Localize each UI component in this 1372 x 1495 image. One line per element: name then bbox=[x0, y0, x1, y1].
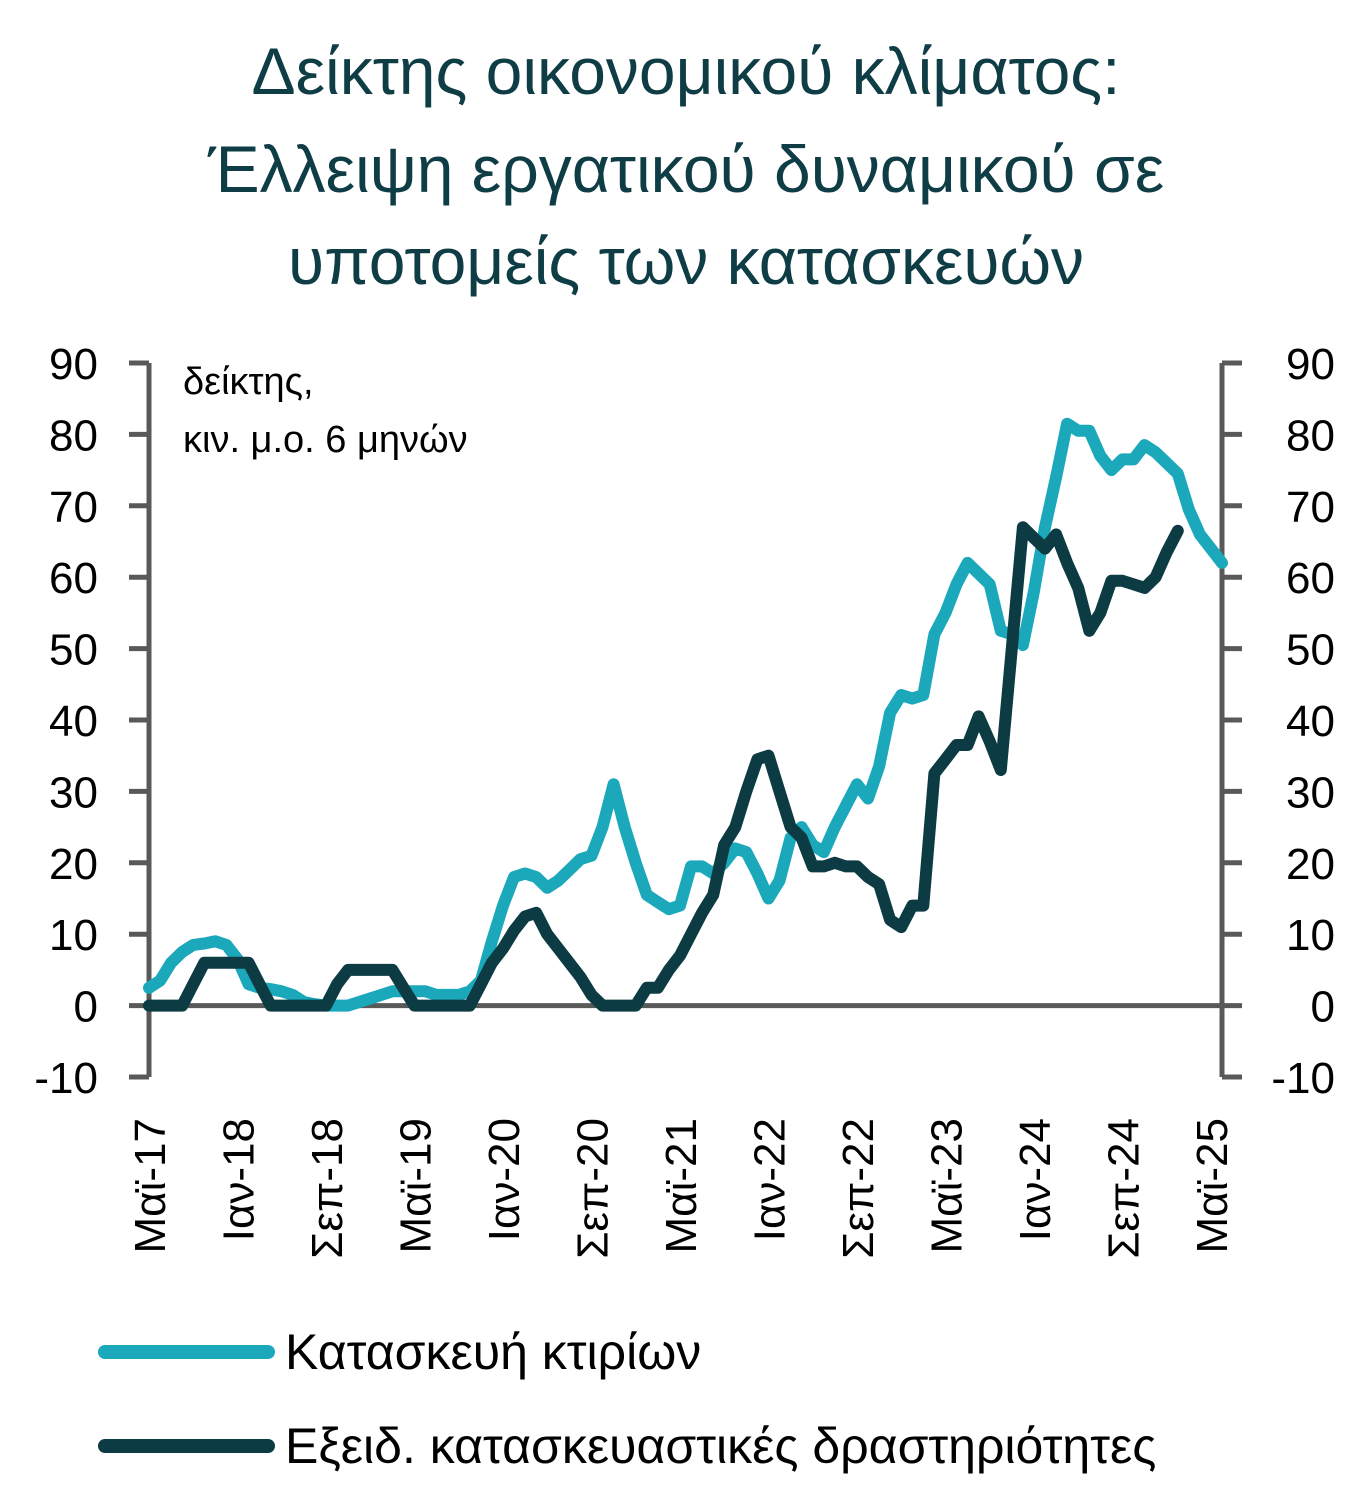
left-y-tick-label: -10 bbox=[34, 1054, 98, 1103]
series-lines bbox=[143, 417, 1228, 1012]
x-tick-label: Ιαν-22 bbox=[745, 1118, 794, 1241]
x-tick-label: Σεπ-24 bbox=[1099, 1118, 1148, 1259]
right-y-tick-label: 70 bbox=[1286, 483, 1335, 532]
chart-title-line-3: υποτομείς των κατασκευών bbox=[288, 224, 1084, 298]
left-y-tick-label: 30 bbox=[49, 768, 98, 817]
x-tick-label: Σεπ-22 bbox=[834, 1118, 883, 1259]
unit-note-line-1: δείκτης, bbox=[183, 361, 314, 403]
x-tick-label: Σεπ-20 bbox=[568, 1118, 617, 1259]
right-y-tick-label: 40 bbox=[1286, 697, 1335, 746]
x-tick-label: Ιαν-18 bbox=[214, 1118, 263, 1241]
series-line-specialized-construction bbox=[143, 521, 1184, 1012]
right-y-tick-label: 0 bbox=[1311, 983, 1335, 1032]
series-line-building-construction bbox=[143, 417, 1228, 1012]
right-y-tick-label: -10 bbox=[1271, 1054, 1335, 1103]
x-tick-label: Μαϊ-17 bbox=[126, 1118, 175, 1253]
right-y-tick-label: 30 bbox=[1286, 768, 1335, 817]
right-y-tick-label: 50 bbox=[1286, 626, 1335, 675]
left-y-tick-label: 0 bbox=[74, 983, 98, 1032]
left-y-tick-label: 40 bbox=[49, 697, 98, 746]
x-tick-label: Μαϊ-23 bbox=[922, 1118, 971, 1253]
right-y-tick-label: 20 bbox=[1286, 840, 1335, 889]
legend-label-specialized-construction: Εξειδ. κατασκευαστικές δραστηριότητες bbox=[285, 1418, 1156, 1474]
right-y-axis-ticks: 90 80 70 60 50 40 30 20 10 0 -10 bbox=[1222, 340, 1335, 1103]
x-tick-label: Μαϊ-19 bbox=[391, 1118, 440, 1253]
left-y-axis-ticks: 90 80 70 60 50 40 30 20 10 0 -10 bbox=[34, 340, 149, 1103]
x-tick-label: Μαϊ-25 bbox=[1188, 1118, 1237, 1253]
x-tick-label: Σεπ-18 bbox=[303, 1118, 352, 1259]
chart-title-line-2: Έλλειψη εργατικού δυναμικού σε bbox=[207, 132, 1164, 206]
legend-label-building-construction: Κατασκευή κτιρίων bbox=[285, 1324, 701, 1380]
x-tick-label: Ιαν-20 bbox=[480, 1118, 529, 1241]
left-y-tick-label: 90 bbox=[49, 340, 98, 389]
x-tick-label: Μαϊ-21 bbox=[657, 1118, 706, 1253]
right-y-tick-label: 60 bbox=[1286, 554, 1335, 603]
unit-note: δείκτης, κιν. μ.ο. 6 μηνών bbox=[183, 361, 468, 461]
unit-note-line-2: κιν. μ.ο. 6 μηνών bbox=[183, 419, 468, 461]
left-y-tick-label: 70 bbox=[49, 483, 98, 532]
chart-title: Δείκτης οικονομικού κλίματος: Έλλειψη ερ… bbox=[207, 34, 1164, 298]
left-y-tick-label: 10 bbox=[49, 911, 98, 960]
left-y-tick-label: 20 bbox=[49, 840, 98, 889]
x-tick-label: Ιαν-24 bbox=[1011, 1118, 1060, 1241]
right-y-tick-label: 90 bbox=[1286, 340, 1335, 389]
right-y-tick-label: 10 bbox=[1286, 911, 1335, 960]
left-y-tick-label: 50 bbox=[49, 626, 98, 675]
chart-title-line-1: Δείκτης οικονομικού κλίματος: bbox=[252, 34, 1121, 108]
right-y-tick-label: 80 bbox=[1286, 411, 1335, 460]
x-axis-ticks: Μαϊ-17 Ιαν-18 Σεπ-18 Μαϊ-19 Ιαν-20 Σεπ-20 Μαϊ-… bbox=[126, 1118, 1237, 1259]
left-y-tick-label: 60 bbox=[49, 554, 98, 603]
left-y-tick-label: 80 bbox=[49, 411, 98, 460]
legend: Κατασκευή κτιρίων Εξειδ. κατασκευαστικές… bbox=[98, 1324, 1156, 1474]
